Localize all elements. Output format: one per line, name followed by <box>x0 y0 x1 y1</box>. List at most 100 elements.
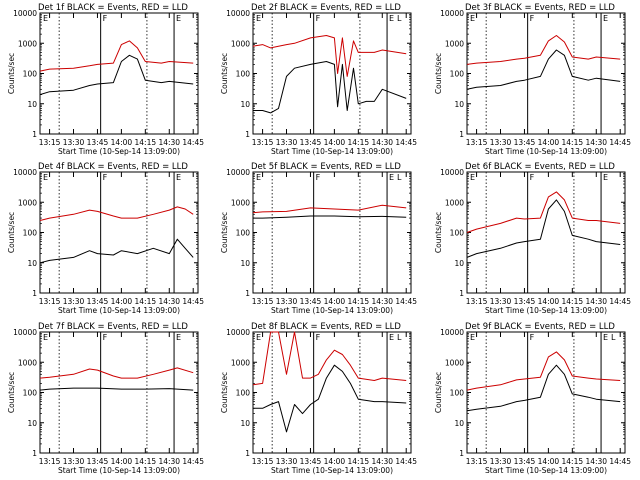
y-axis-label: Counts/sec <box>434 212 443 253</box>
event-marker-label: E <box>176 333 181 342</box>
x-tick-label: 14:00 <box>111 138 133 147</box>
chart-panel-4: Det 4f BLACK = Events, RED = LLD 1 10 100 10… <box>7 162 204 315</box>
x-tick-label: 14:30 <box>158 297 180 306</box>
x-tick-label: 13:45 <box>87 297 109 306</box>
event-marker-label: E <box>389 333 394 342</box>
events-series-line <box>466 364 621 412</box>
event-marker-label: E <box>470 14 475 23</box>
event-marker-label: E <box>603 173 608 182</box>
x-tick-label: 13:30 <box>490 297 512 306</box>
y-axis-label: Counts/sec <box>7 53 16 94</box>
y-tick-label: 10000 <box>226 168 250 177</box>
x-tick-label: 14:30 <box>158 457 180 466</box>
x-tick-label: 13:15 <box>39 297 61 306</box>
event-marker-label: F <box>530 333 535 342</box>
y-tick-label: 100 <box>236 70 251 79</box>
chart-panel-9: Det 9f BLACK = Events, RED = LLD 1 10 100 10… <box>434 322 631 475</box>
y-tick-label: 100 <box>236 389 251 398</box>
x-tick-label: 14:45 <box>395 138 417 147</box>
y-tick-label: 1000 <box>445 39 464 48</box>
x-tick-label: 13:45 <box>514 457 536 466</box>
y-tick-label: 1000 <box>231 358 250 367</box>
x-tick-label: 14:15 <box>562 138 584 147</box>
y-tick-label: 10000 <box>13 328 37 337</box>
y-tick-label: 1000 <box>18 358 37 367</box>
y-tick-label: 1000 <box>231 39 250 48</box>
x-axis-label: Start Time (10-Sep-14 13:09:00) <box>485 466 607 475</box>
x-tick-label: 14:00 <box>111 457 133 466</box>
x-tick-label: 14:00 <box>538 457 560 466</box>
chart-panel-7: Det 7f BLACK = Events, RED = LLD 1 10 100 10… <box>7 322 204 475</box>
event-marker-label: E <box>176 14 181 23</box>
chart-title: Det 5f BLACK = Events, RED = LLD <box>251 162 401 172</box>
events-series-line <box>253 61 407 114</box>
y-axis-label: Counts/sec <box>7 212 16 253</box>
event-marker-label: F <box>103 14 108 23</box>
y-tick-label: 1 <box>245 289 250 298</box>
y-tick-label: 1 <box>245 449 250 458</box>
x-tick-label: 14:15 <box>562 457 584 466</box>
x-tick-label: 13:30 <box>276 297 298 306</box>
x-tick-label: 14:15 <box>348 297 370 306</box>
x-tick-label: 14:00 <box>538 138 560 147</box>
chart-title: Det 6f BLACK = Events, RED = LLD <box>465 162 615 172</box>
x-tick-label: 13:45 <box>87 457 109 466</box>
x-axis-label: Start Time (10-Sep-14 13:09:00) <box>485 147 607 156</box>
y-tick-label: 100 <box>450 389 465 398</box>
events-series-line <box>466 49 621 90</box>
y-axis-label: Counts/sec <box>7 372 16 413</box>
y-tick-label: 10 <box>27 259 37 268</box>
events-series-line <box>253 364 407 433</box>
x-tick-label: 14:00 <box>111 297 133 306</box>
x-tick-label: 13:45 <box>514 297 536 306</box>
y-tick-label: 100 <box>23 70 38 79</box>
y-tick-label: 1 <box>32 289 37 298</box>
events-series-line <box>466 199 621 258</box>
x-tick-label: 14:00 <box>324 457 346 466</box>
event-marker-label: L <box>397 173 402 182</box>
x-tick-label: 13:30 <box>276 138 298 147</box>
x-tick-label: 13:30 <box>63 457 85 466</box>
x-tick-label: 13:15 <box>39 457 61 466</box>
x-tick-label: 13:15 <box>39 138 61 147</box>
x-tick-label: 14:45 <box>609 457 631 466</box>
event-marker-label: E <box>43 14 48 23</box>
x-tick-label: 14:45 <box>182 297 204 306</box>
events-series-line <box>253 215 407 219</box>
chart-title: Det 9f BLACK = Events, RED = LLD <box>465 322 615 332</box>
event-marker-label: E <box>43 173 48 182</box>
x-axis-label: Start Time (10-Sep-14 13:09:00) <box>58 466 180 475</box>
y-tick-label: 1000 <box>18 39 37 48</box>
chart-title: Det 1f BLACK = Events, RED = LLD <box>38 3 188 13</box>
x-tick-label: 14:45 <box>182 457 204 466</box>
x-tick-label: 14:45 <box>609 297 631 306</box>
y-tick-label: 1000 <box>445 358 464 367</box>
x-tick-label: 13:30 <box>276 457 298 466</box>
y-tick-label: 100 <box>23 389 38 398</box>
x-tick-label: 14:15 <box>348 138 370 147</box>
x-tick-label: 14:30 <box>371 297 393 306</box>
y-tick-label: 10000 <box>226 328 250 337</box>
y-tick-label: 10000 <box>440 9 464 18</box>
y-tick-label: 10000 <box>440 168 464 177</box>
event-marker-label: F <box>103 333 108 342</box>
y-axis-label: Counts/sec <box>220 372 229 413</box>
events-series-line <box>39 54 194 96</box>
x-tick-label: 13:30 <box>63 138 85 147</box>
lld-series-line <box>252 35 407 77</box>
x-tick-label: 13:15 <box>252 138 274 147</box>
events-series-line <box>39 238 194 264</box>
x-axis-label: Start Time (10-Sep-14 13:09:00) <box>271 306 393 315</box>
x-tick-label: 13:15 <box>466 138 488 147</box>
y-tick-label: 10 <box>240 100 250 109</box>
y-tick-label: 1000 <box>231 198 250 207</box>
event-marker-label: E <box>603 14 608 23</box>
event-marker-label: E <box>389 14 394 23</box>
x-tick-label: 13:30 <box>490 138 512 147</box>
x-tick-label: 13:15 <box>252 297 274 306</box>
x-axis-label: Start Time (10-Sep-14 13:09:00) <box>485 306 607 315</box>
chart-panel-6: Det 6f BLACK = Events, RED = LLD 1 10 100 10… <box>434 162 631 315</box>
x-tick-label: 14:00 <box>324 297 346 306</box>
lld-series-line <box>466 351 621 391</box>
